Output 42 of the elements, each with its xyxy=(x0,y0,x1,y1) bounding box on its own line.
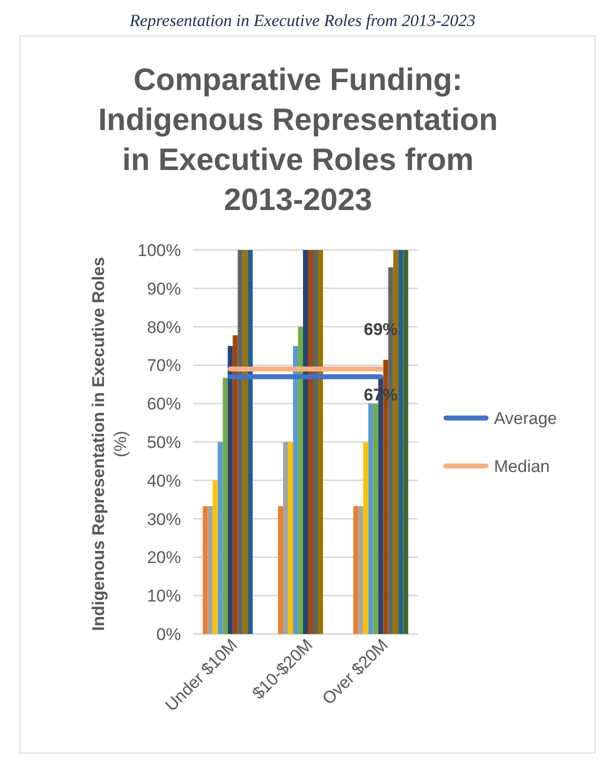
chart-title: Comparative Funding: Indigenous Representation in Executive Roles from 2013-2023 xyxy=(98,62,498,217)
bar xyxy=(358,506,364,634)
bar xyxy=(353,506,358,634)
legend-label: Average xyxy=(494,409,558,428)
y-tick-label: 40% xyxy=(146,471,181,490)
bar xyxy=(278,506,284,634)
bar xyxy=(288,442,294,634)
bar xyxy=(238,250,243,634)
bar xyxy=(208,506,213,634)
bar xyxy=(312,250,318,634)
y-tick-label: 0% xyxy=(156,625,181,644)
bar xyxy=(222,378,228,634)
bar xyxy=(242,250,248,634)
y-tick-label: 30% xyxy=(146,510,181,529)
bar xyxy=(218,442,223,634)
y-tick-label: 80% xyxy=(146,318,181,337)
bar xyxy=(298,326,304,634)
bar xyxy=(398,250,404,634)
bar xyxy=(232,335,238,634)
y-tick-label: 50% xyxy=(146,433,181,452)
bar xyxy=(363,442,368,634)
y-tick-label: 90% xyxy=(146,279,181,298)
y-tick-label: 70% xyxy=(146,356,181,376)
y-tick-label: 100% xyxy=(138,241,181,260)
bar xyxy=(403,250,408,634)
bar xyxy=(212,480,218,634)
bar xyxy=(368,404,374,634)
y-axis-title: Indigenous Representation in Executive Roles (%) xyxy=(89,256,130,632)
bar xyxy=(303,250,308,634)
bar xyxy=(318,250,323,634)
data-label: 67% xyxy=(364,386,398,405)
y-tick-label: 20% xyxy=(146,548,181,568)
y-tick-label: 10% xyxy=(146,586,181,606)
bar xyxy=(248,250,253,634)
legend-label: Median xyxy=(494,457,550,476)
text: Representation in Executive Roles from 2013-2023 xyxy=(128,11,476,30)
bar xyxy=(373,404,378,634)
y-tick-label: 60% xyxy=(146,394,181,414)
bar xyxy=(202,506,208,634)
bar xyxy=(308,250,313,634)
bar xyxy=(293,346,298,634)
bar xyxy=(283,442,288,634)
